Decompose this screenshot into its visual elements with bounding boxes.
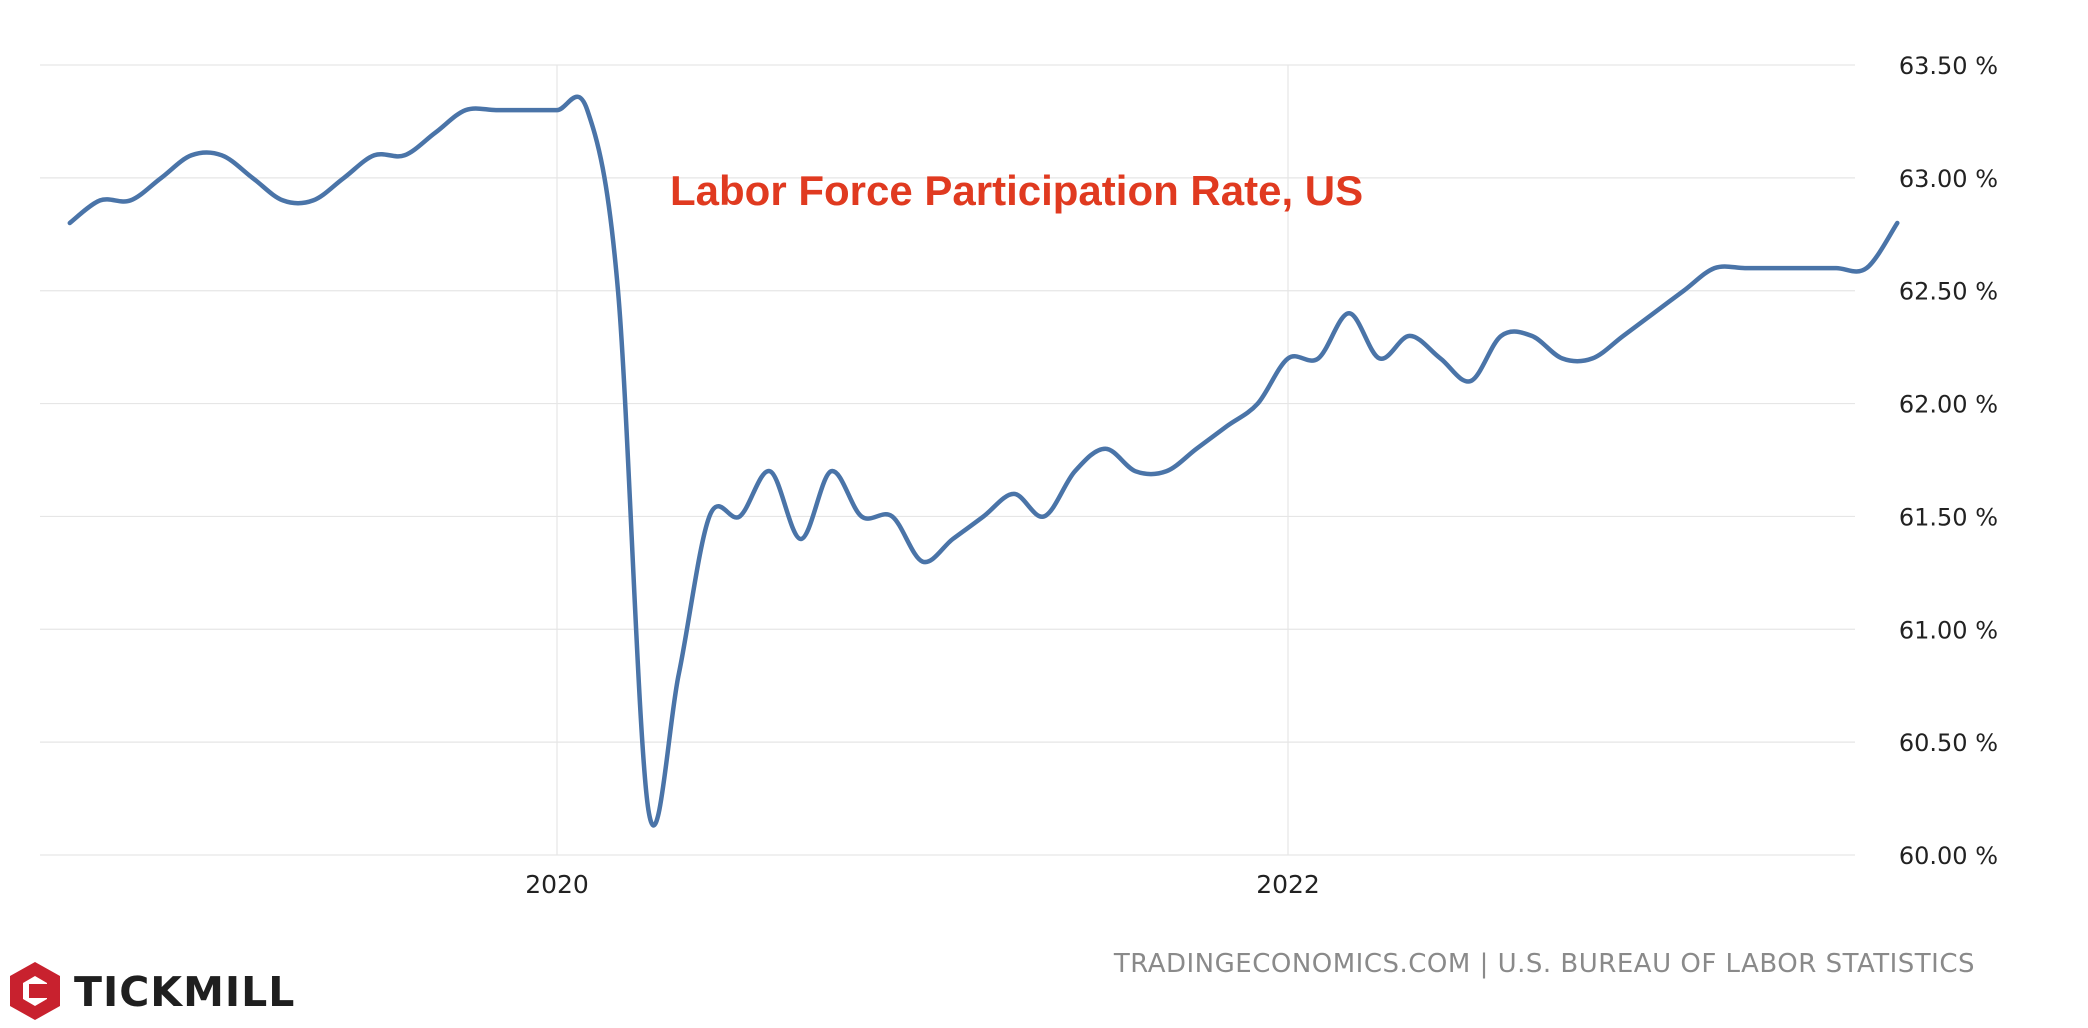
x-tick-label: 2022 [1256,870,1320,899]
y-tick-label: 61.00 % [1899,616,1998,644]
y-tick-label: 60.00 % [1899,842,1998,870]
series-line-labor-force-participation [67,94,1900,828]
logo-text: TICKMILL [74,968,295,1016]
y-tick-label: 63.50 % [1899,52,1998,80]
x-axis: 2020 2022 [525,870,1320,899]
y-tick-label: 63.00 % [1899,165,1998,193]
y-tick-label: 62.00 % [1899,391,1998,419]
y-tick-label: 62.50 % [1899,278,1998,306]
y-tick-label: 61.50 % [1899,503,1998,531]
chart-title: Labor Force Participation Rate, US [670,167,1363,214]
y-axis: 63.50 % 63.00 % 62.50 % 62.00 % 61.50 % 61.00… [1899,52,1998,870]
x-tick-label: 2020 [525,870,589,899]
tickmill-hexagon-icon [10,962,60,1020]
source-attribution: TRADINGECONOMICS.COM | U.S. BUREAU OF LA… [1113,949,1975,979]
tickmill-logo: TICKMILL [10,962,295,1020]
y-tick-label: 60.50 % [1899,729,1998,757]
